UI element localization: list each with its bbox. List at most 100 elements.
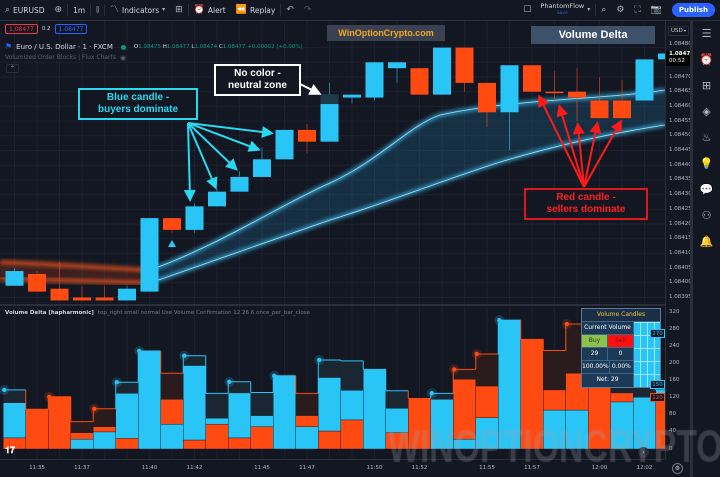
- axis-settings-button[interactable]: ⚙: [672, 463, 683, 474]
- candle-buy: [118, 288, 136, 301]
- alarm-clock-icon[interactable]: ⏰: [699, 53, 714, 66]
- indicator-legend[interactable]: Volumized Order Blocks | Flux Charts ◉: [5, 54, 126, 62]
- time-label: 11:57: [524, 465, 540, 471]
- neutral-note-arrow: [299, 83, 322, 95]
- settings-button[interactable]: ⚙: [611, 0, 629, 20]
- neutral-note-line1: No color -: [234, 68, 281, 79]
- price-label: 1.08465: [669, 88, 692, 95]
- templates-button[interactable]: ⊞: [170, 0, 188, 20]
- symbol-title[interactable]: Euro / U.S. Dollar · 1 · FXCM: [16, 43, 113, 51]
- volume-delta-params: top_right small normal Use Volume Confir…: [97, 310, 310, 316]
- volume-buy-segment: [498, 319, 521, 450]
- watchlist-icon[interactable]: ☰: [701, 27, 712, 40]
- symbol-label: EURUSD: [13, 5, 45, 15]
- buy-value-cell: 29: [582, 348, 608, 360]
- volume-delta-legend[interactable]: Volume Delta [hapharmonic] top_right sma…: [5, 309, 310, 317]
- snapshot-button[interactable]: 📷: [646, 0, 667, 20]
- redo-button[interactable]: ↷: [299, 0, 317, 20]
- market-open-icon: [120, 44, 126, 50]
- publish-button[interactable]: Publish: [671, 3, 715, 17]
- ohlc-high-label: H: [162, 44, 167, 50]
- layout-name: PhantomFlow: [540, 2, 585, 10]
- currency-select[interactable]: USD ▾: [668, 26, 689, 36]
- indicators-button[interactable]: 〽 Indicators ▾: [105, 0, 170, 20]
- collapse-legend-button[interactable]: ⌃: [6, 64, 19, 73]
- tradingview-logo[interactable]: 𝟏𝟕: [5, 446, 16, 456]
- ohlc-low: 1.08474: [194, 44, 218, 50]
- quick-search-button[interactable]: ⌕: [596, 0, 611, 20]
- volume-buy-segment: [250, 415, 274, 427]
- notifications-icon[interactable]: 🔔: [699, 235, 714, 248]
- price-label: 1.08435: [669, 176, 692, 183]
- volume-buy-segment: [543, 409, 566, 450]
- volume-sell-segment: [610, 392, 634, 403]
- volume-buy-segment: [3, 402, 26, 439]
- eye-hidden-icon[interactable]: ◉: [120, 54, 127, 62]
- divider: [280, 4, 282, 16]
- candle-sell: [50, 288, 69, 301]
- hotlist-icon[interactable]: ♨: [701, 131, 712, 144]
- volume-level-marker: [47, 394, 52, 399]
- volume-candles-grid: [634, 322, 660, 387]
- chart-type-button[interactable]: ⫾: [91, 0, 104, 20]
- ohlc-close-label: C: [218, 44, 223, 50]
- price-label: 1.08450: [669, 132, 692, 139]
- candle-buy: [208, 191, 226, 207]
- volume-sell-segment: [318, 430, 341, 450]
- price-axis[interactable]: USD ▾ 1.08470 1.08465 1.08460 1.08455 1.0845…: [650, 21, 694, 459]
- candle-buy: [388, 62, 406, 69]
- layers-icon[interactable]: ◈: [702, 105, 711, 118]
- interval-button[interactable]: 1m: [68, 0, 90, 20]
- volume-axis-label: 240: [669, 342, 680, 349]
- ideas-stream-icon[interactable]: ⚇: [701, 209, 712, 222]
- buy-price-button[interactable]: 1.08477: [54, 24, 88, 34]
- volume-value-badge: 120: [650, 393, 665, 403]
- candle-buy: [230, 176, 249, 192]
- divider: [104, 4, 106, 16]
- candle-buy: [5, 271, 24, 286]
- chart-canvas[interactable]: [0, 0, 665, 459]
- time-label: 11:37: [74, 465, 90, 471]
- time-axis[interactable]: 11:35 11:37 11:40 11:42 11:45 11:47 11:50 11:52…: [0, 459, 665, 477]
- chevron-down-icon: ▾: [162, 6, 166, 13]
- sell-price-button[interactable]: 1.08477: [5, 24, 38, 34]
- volume-sell-segment: [25, 408, 49, 450]
- ohlc-change: +0.00002 (+0.00%): [247, 44, 303, 50]
- undo-button[interactable]: ↶: [281, 0, 299, 20]
- search-icon: ⌕: [5, 4, 11, 15]
- price-label: 1.08400: [669, 279, 692, 286]
- candle-sell: [163, 218, 181, 230]
- lightbulb-icon[interactable]: 💡: [699, 157, 714, 170]
- volume-buy-segment: [205, 417, 229, 425]
- right-sidebar: ☰ ⏰ ⊞ ◈ ♨ 💡 💬 ⚇ 🔔: [690, 21, 720, 477]
- layout-select-button[interactable]: ☐ PhantomFlow Save ▾: [518, 0, 595, 20]
- alert-button[interactable]: ⏰ Alert: [189, 0, 231, 20]
- price-label: 1.08425: [669, 205, 692, 212]
- blue-note-arrows: [183, 122, 274, 202]
- volume-sell-segment: [183, 439, 206, 450]
- fullscreen-button[interactable]: ⛶: [629, 0, 645, 20]
- volume-sell-segment: [160, 399, 184, 425]
- ohlc-open: 1.08475: [138, 44, 161, 50]
- time-label: 11:52: [411, 465, 428, 471]
- add-note-icon[interactable]: ⊞: [701, 79, 712, 92]
- replay-button[interactable]: ⏪ Replay: [231, 0, 281, 20]
- price-label: 1.08420: [669, 220, 692, 227]
- compare-symbol-button[interactable]: ⊕: [50, 0, 68, 20]
- volume-buy-segment: [475, 417, 499, 450]
- scroll-to-realtime-button[interactable]: ›: [638, 447, 649, 458]
- candle-buy: [635, 59, 654, 101]
- time-label: 11:55: [479, 465, 495, 471]
- chevron-up-icon: ⌃: [9, 65, 16, 72]
- candle-buy: [275, 129, 294, 160]
- buy-percent-cell: 100.00%: [582, 361, 610, 373]
- indicators-icon: 〽: [110, 4, 120, 15]
- buy-signal-triangle-icon: [168, 240, 176, 247]
- symbol-search-button[interactable]: ⌕ EURUSD: [0, 0, 50, 20]
- volume-buy-segment: [363, 369, 386, 450]
- site-label: WinOptionCrypto.com: [327, 25, 445, 41]
- price-label: 1.08445: [669, 147, 692, 153]
- chat-icon[interactable]: 💬: [699, 183, 714, 196]
- volume-axis-label: 40: [669, 428, 676, 435]
- volume-level-marker: [114, 380, 119, 385]
